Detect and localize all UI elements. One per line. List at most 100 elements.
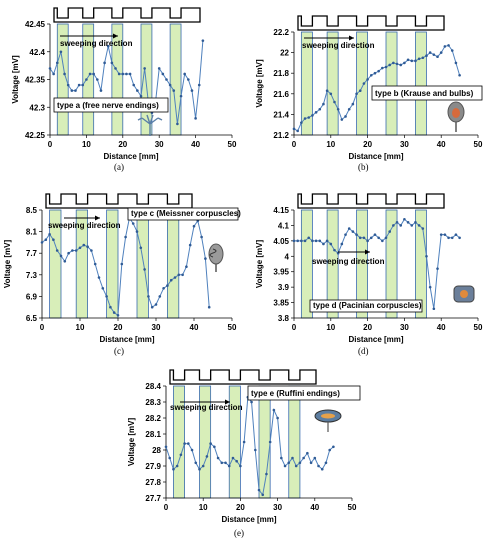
data-point [216, 456, 220, 460]
data-point [369, 73, 373, 77]
data-point [292, 239, 296, 243]
data-point [175, 464, 179, 468]
data-point [166, 284, 169, 287]
y-tick-label: 4.05 [273, 237, 289, 246]
x-tick-label: 0 [48, 140, 53, 149]
data-point [143, 268, 146, 271]
data-point [190, 448, 194, 452]
data-point [432, 53, 436, 56]
x-tick-label: 50 [348, 503, 357, 512]
data-point [373, 71, 377, 75]
y-tick-label: 28.4 [145, 382, 161, 391]
x-tick-label: 50 [228, 323, 237, 332]
stripe-band [169, 23, 182, 136]
chart-panel: 0 10 20 30 40 50 42.25 42.3 42.35 42.4 42.45 Distan… [11, 7, 237, 172]
x-tick-label: 20 [363, 140, 372, 149]
data-point [314, 111, 318, 114]
data-point [369, 236, 373, 240]
data-point [450, 236, 454, 240]
x-axis-label: Distance [mm] [99, 335, 154, 344]
data-point [291, 456, 294, 460]
data-point [377, 69, 380, 73]
y-tick-label: 21.2 [273, 131, 289, 140]
data-point [317, 464, 320, 468]
data-point [63, 72, 66, 76]
data-point [48, 233, 51, 236]
data-point [425, 254, 428, 258]
data-point [169, 278, 173, 282]
x-tick-label: 20 [118, 140, 127, 149]
data-point [280, 456, 283, 460]
data-point [428, 285, 432, 289]
x-tick-label: 40 [190, 323, 199, 332]
y-tick-label: 42.35 [25, 76, 46, 85]
data-point [103, 61, 106, 65]
data-point [333, 100, 336, 104]
data-point [373, 233, 377, 236]
y-axis-label: Voltage [mV] [255, 240, 264, 289]
data-point [332, 445, 335, 449]
x-axis-label: Distance [mm] [348, 335, 403, 344]
data-point [432, 307, 436, 311]
data-point [131, 222, 135, 225]
data-point [307, 116, 311, 119]
data-point [355, 233, 358, 236]
y-tick-label: 28.2 [145, 414, 161, 423]
series-line [293, 44, 461, 132]
y-tick-label: 28.3 [145, 398, 161, 407]
data-point [351, 230, 355, 233]
chart-panel: 0 10 20 30 40 50 27.7 27.8 27.9 28 28.1 28.2 28.3 28.… [127, 369, 361, 538]
data-point [296, 129, 299, 133]
y-tick-label: 7.7 [26, 249, 38, 258]
data-point [388, 63, 391, 67]
data-point [71, 249, 74, 252]
data-point [329, 242, 333, 246]
y-tick-label: 6.5 [26, 314, 38, 323]
data-point [417, 224, 421, 227]
data-point [52, 238, 55, 241]
y-tick-label: 3.95 [273, 268, 289, 277]
data-point [306, 451, 309, 455]
data-point [414, 59, 417, 63]
series-line [294, 218, 460, 309]
data-point [106, 44, 110, 48]
data-point [220, 461, 224, 465]
sweep-direction-label: sweeping direction [312, 257, 385, 266]
nerve-ending-icon [137, 114, 163, 136]
data-point [344, 233, 347, 236]
data-point [213, 445, 216, 449]
data-point [96, 78, 99, 81]
data-point [309, 461, 313, 465]
data-point [205, 455, 209, 458]
y-axis-label: Voltage [mV] [3, 240, 12, 289]
data-point [325, 89, 329, 93]
data-point [110, 61, 114, 65]
data-point [261, 493, 265, 497]
data-point [86, 245, 89, 249]
data-point [250, 400, 253, 404]
data-point [447, 236, 450, 240]
data-point [190, 89, 194, 92]
data-point [143, 67, 146, 70]
data-point [105, 295, 108, 298]
data-point [443, 233, 447, 236]
chart-panel: 0 10 20 30 40 50 3.8 3.85 3.9 3.95 4 4.05 4.1 4.15 Dis… [255, 193, 483, 356]
data-point [414, 221, 417, 224]
x-tick-label: 0 [292, 323, 297, 332]
data-point [347, 107, 351, 111]
data-point [336, 107, 340, 111]
type-label-box [127, 207, 239, 221]
y-tick-label: 21.4 [273, 110, 289, 119]
data-point [384, 65, 388, 69]
data-point [207, 305, 211, 309]
data-point [283, 464, 287, 468]
data-point [303, 239, 307, 243]
data-point [114, 67, 117, 70]
x-tick-label: 50 [474, 140, 483, 149]
data-point [324, 461, 328, 465]
data-point [201, 464, 205, 468]
x-tick-label: 20 [363, 323, 372, 332]
stripe-band [166, 209, 180, 319]
data-point [67, 251, 70, 255]
sweep-direction-label: sweeping direction [170, 403, 243, 412]
